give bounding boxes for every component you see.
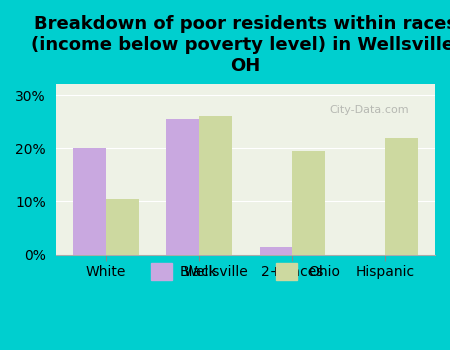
Bar	[106, 199, 139, 255]
Bar	[166, 119, 199, 255]
Bar	[292, 151, 325, 255]
Bar	[73, 148, 106, 255]
Bar	[385, 138, 418, 255]
Bar	[199, 117, 232, 255]
Bar	[260, 247, 292, 255]
Text: City-Data.com: City-Data.com	[329, 105, 409, 115]
Title: Breakdown of poor residents within races
(income below poverty level) in Wellsvi: Breakdown of poor residents within races…	[31, 15, 450, 75]
Legend: Wellsville, Ohio: Wellsville, Ohio	[146, 257, 345, 285]
